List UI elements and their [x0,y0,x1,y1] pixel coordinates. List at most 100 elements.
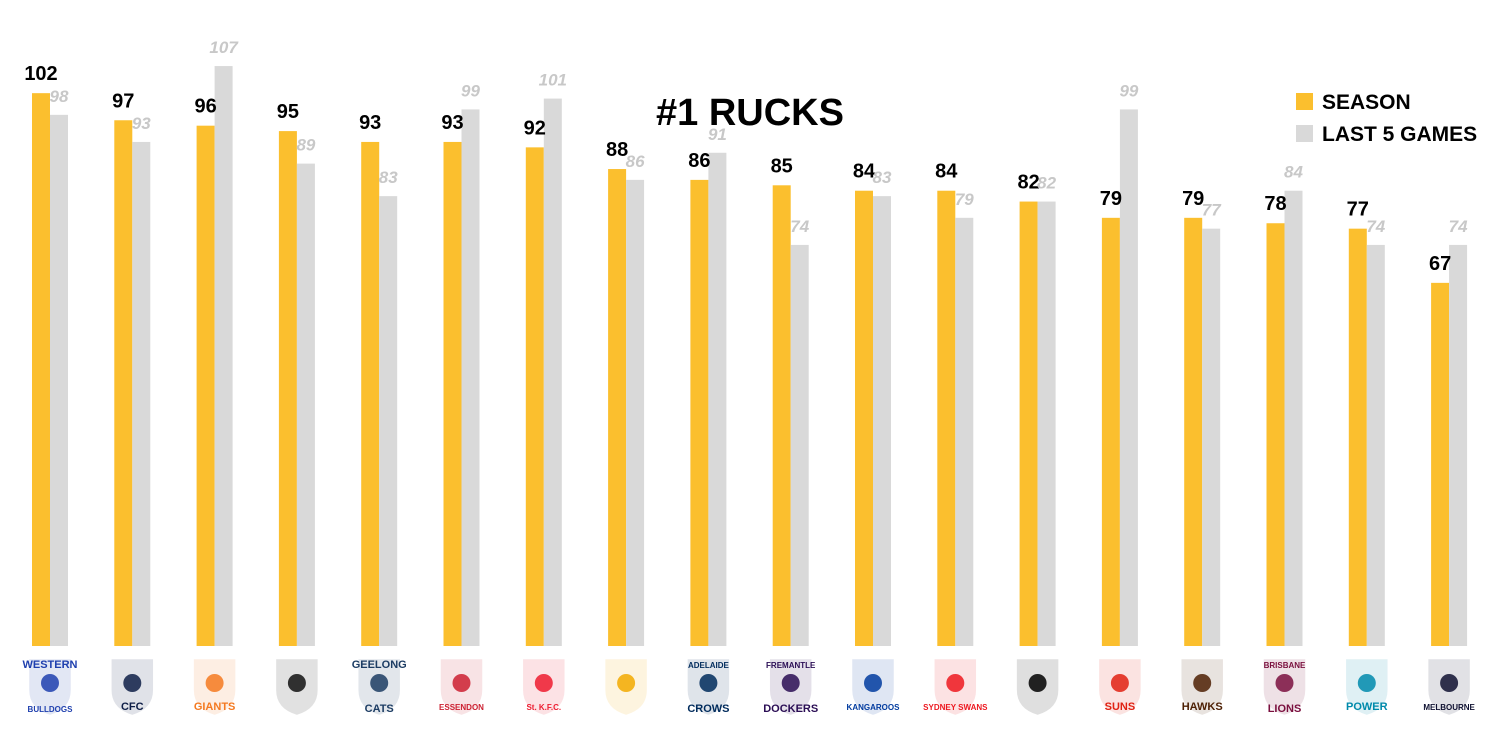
last5-bar [873,196,891,646]
season-bar [937,190,956,646]
logo-label: MELBOURNE [1423,703,1475,712]
season-value-label: 67 [1429,253,1451,275]
hawk-icon: HAWKS [1181,659,1223,715]
season-value-label: 84 [853,161,876,183]
season-value-label: 93 [359,112,381,134]
season-value-label: 88 [606,139,628,161]
cat-icon: GEELONG CATS [352,659,407,715]
last5-value-label: 83 [379,168,398,187]
logo-emblem [1193,674,1212,692]
last5-value-label: 99 [1119,81,1138,100]
logo-label: BULLDOGS [28,705,74,714]
chart-title: #1 RUCKS [656,92,844,134]
last5-bar [1202,228,1221,646]
tiger-icon [276,659,318,715]
season-value-label: 93 [441,112,463,134]
logo-label: SYDNEY SWANS [923,703,988,712]
last5-bar [461,109,480,647]
melbourne-shield-icon: MELBOURNE [1423,659,1476,715]
logo-label: ADELAIDE [688,661,730,670]
last5-bar [955,217,974,646]
logo-emblem [1357,674,1376,692]
logo-label: SUNS [1105,701,1136,713]
legend-label-last5: LAST 5 GAMES [1322,123,1477,146]
bar-group: 78 84 [1264,163,1303,647]
giants-g-icon: GIANTS [194,659,236,715]
eagle-icon [605,659,647,715]
logo-emblem [1110,674,1129,692]
logo-label: HAWKS [1182,701,1223,713]
logo-emblem [41,674,59,692]
logo-emblem [699,674,718,692]
bar-group: 67 74 [1429,217,1468,647]
season-bar [196,125,215,647]
logo-emblem [452,674,471,692]
last5-value-label: 107 [209,38,239,57]
season-value-label: 79 [1100,188,1122,210]
last5-bar [626,179,645,646]
last5-value-label: 74 [1366,217,1385,236]
bar-group: 93 83 [359,112,398,646]
season-bar [525,147,544,647]
last5-value-label: 91 [708,125,727,144]
logo-label: St. K.F.C. [526,703,561,712]
logo-label: GIANTS [194,701,236,713]
crow-icon: ADELAIDE CROWS [687,659,730,715]
logo-emblem [1440,674,1459,692]
logo-emblem [205,674,224,692]
season-value-label: 102 [24,63,57,85]
last5-value-label: 86 [626,152,645,171]
season-bar [690,179,709,646]
bulldog-icon: WESTERN BULLDOGS [23,659,78,715]
season-bar [772,185,791,647]
season-value-label: 82 [1017,172,1039,194]
last5-value-label: 99 [461,81,480,100]
swan-icon: SYDNEY SWANS [923,659,988,715]
last5-bar [790,244,809,647]
last5-value-label: 77 [1202,201,1222,220]
last5-bar [1366,244,1385,647]
last5-value-label: 84 [1284,163,1303,182]
bar-group: 95 89 [277,101,316,647]
bar-group: 93 99 [441,81,480,647]
last5-bar [1037,201,1056,646]
season-value-label: 97 [112,90,134,112]
last5-value-label: 101 [539,71,567,90]
logo-emblem [123,674,142,692]
logo-label: DOCKERS [763,703,818,715]
last5-bar [1119,109,1138,647]
anchor-icon: FREMANTLE DOCKERS [763,659,818,715]
bar-group: 92 101 [524,71,567,647]
last5-bar [708,152,727,646]
season-bar [1101,217,1120,646]
logo-label: FREMANTLE [766,661,816,670]
saints-cross-icon: St. K.F.C. [523,659,565,715]
last5-value-label: 83 [873,168,892,187]
season-bar [1019,201,1038,646]
logo-label: POWER [1346,701,1388,713]
logo-label: KANGAROOS [847,703,901,712]
bar-group: 96 107 [194,38,239,647]
season-bar [32,93,50,646]
last5-value-label: 79 [955,190,974,209]
logo-label: GEELONG [352,659,407,671]
bomber-shield-icon: ESSENDON [439,659,484,715]
last5-value-label: 98 [50,87,69,106]
season-bar [361,141,380,646]
season-bar [1184,217,1203,646]
season-value-label: 95 [277,101,299,123]
last5-value-label: 93 [132,114,151,133]
legend-swatch-season [1296,93,1313,110]
last5-bar [1284,190,1303,646]
season-bar [1431,282,1450,646]
season-bar [608,169,627,647]
last5-value-label: 74 [790,217,809,236]
